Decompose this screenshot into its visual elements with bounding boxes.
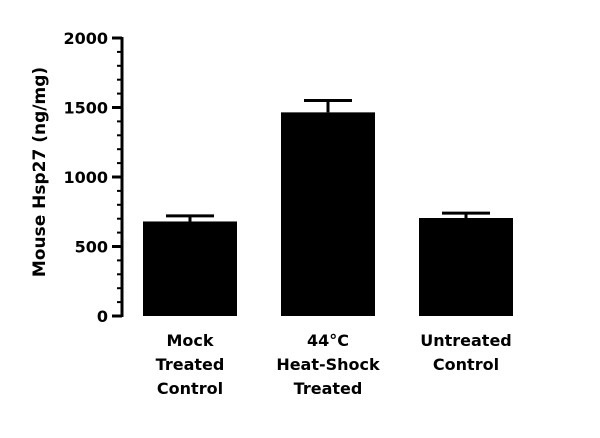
error-bars bbox=[166, 99, 490, 222]
y-tick-label: 1000 bbox=[63, 168, 108, 187]
x-category-label: 44°C Heat-Shock Treated bbox=[276, 331, 380, 398]
x-axis-categories: Mock Treated Control 44°C Heat-Shock Treated U… bbox=[156, 331, 512, 398]
y-tick-label: 1500 bbox=[63, 99, 108, 118]
x-category-label: Mock Treated Control bbox=[156, 331, 225, 398]
bars bbox=[143, 112, 513, 317]
y-axis-ticks: 0 500 1000 1500 2000 bbox=[63, 29, 122, 326]
y-tick-label: 2000 bbox=[63, 29, 108, 48]
y-tick-label: 0 bbox=[97, 307, 108, 326]
bar bbox=[143, 221, 237, 316]
bar bbox=[281, 112, 375, 317]
bar bbox=[419, 218, 513, 316]
x-category-label: Untreated Control bbox=[420, 331, 512, 374]
y-axis-title: Mouse Hsp27 (ng/mg) bbox=[30, 67, 50, 277]
y-tick-label: 500 bbox=[75, 238, 108, 257]
